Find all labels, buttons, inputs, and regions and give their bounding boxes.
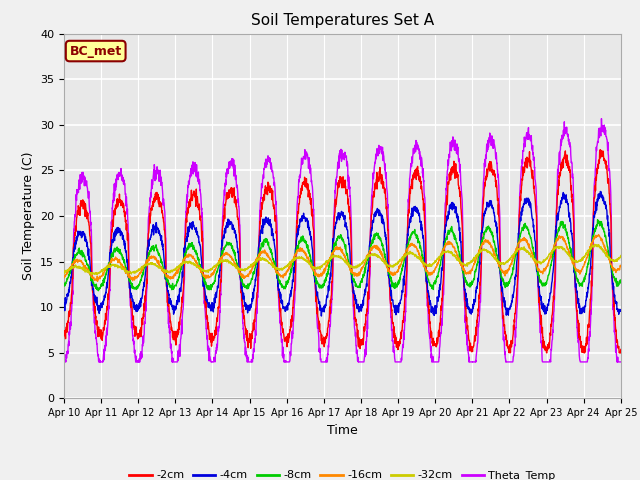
Legend: -2cm, -4cm, -8cm, -16cm, -32cm, Theta_Temp: -2cm, -4cm, -8cm, -16cm, -32cm, Theta_Te…: [125, 466, 560, 480]
Title: Soil Temperatures Set A: Soil Temperatures Set A: [251, 13, 434, 28]
X-axis label: Time: Time: [327, 424, 358, 437]
Text: BC_met: BC_met: [70, 45, 122, 58]
Y-axis label: Soil Temperature (C): Soil Temperature (C): [22, 152, 35, 280]
